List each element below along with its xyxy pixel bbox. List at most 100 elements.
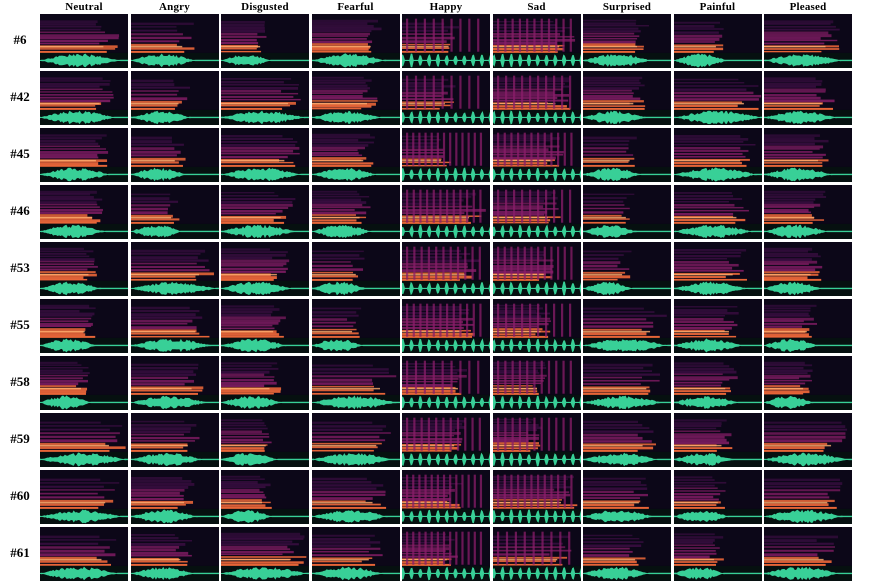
waveform bbox=[492, 394, 581, 410]
spectrogram bbox=[402, 527, 490, 567]
spectrogram bbox=[402, 470, 490, 509]
cell-60-disgusted bbox=[221, 470, 309, 524]
spectrogram bbox=[764, 242, 852, 281]
row-label-speaker-60: #60 bbox=[10, 488, 30, 503]
cell-58-surprised bbox=[583, 356, 671, 410]
spectrogram bbox=[40, 185, 128, 224]
cell-55-surprised bbox=[583, 299, 671, 353]
spectrogram bbox=[130, 128, 219, 168]
row-label-speaker-59: #59 bbox=[10, 431, 30, 446]
waveform bbox=[764, 166, 852, 182]
waveform bbox=[311, 109, 400, 125]
waveform bbox=[221, 223, 309, 239]
spectrogram bbox=[402, 242, 490, 282]
cell-55-pleased bbox=[764, 299, 852, 353]
spectrogram bbox=[311, 128, 400, 168]
spectrogram bbox=[583, 185, 671, 224]
cell-45-pleased bbox=[764, 128, 852, 182]
spectrogram bbox=[221, 185, 309, 225]
spectrogram bbox=[130, 470, 219, 510]
spectrogram bbox=[40, 128, 128, 167]
spectrogram bbox=[130, 71, 219, 111]
cell-61-angry bbox=[130, 527, 219, 581]
spectrogram bbox=[492, 71, 581, 110]
column-header-fearful: Fearful bbox=[337, 1, 374, 13]
waveform bbox=[583, 337, 671, 353]
cell-61-sad bbox=[492, 527, 581, 581]
cell-55-happy bbox=[402, 299, 490, 353]
cell-60-happy bbox=[402, 470, 490, 524]
waveform bbox=[311, 166, 400, 182]
waveform bbox=[221, 280, 309, 296]
row-label-speaker-6: #6 bbox=[13, 32, 27, 47]
spectrogram bbox=[221, 299, 309, 338]
waveform bbox=[311, 280, 400, 296]
waveform bbox=[492, 223, 581, 239]
spectrogram bbox=[764, 128, 852, 168]
waveform bbox=[764, 109, 852, 125]
cell-45-surprised bbox=[583, 128, 671, 182]
waveform bbox=[673, 337, 762, 353]
spectrogram bbox=[673, 413, 762, 453]
waveform bbox=[221, 166, 309, 182]
spectrogram bbox=[311, 299, 400, 338]
cell-53-happy bbox=[402, 242, 490, 296]
spectrogram bbox=[673, 185, 762, 224]
waveform bbox=[311, 394, 400, 410]
spectrogram bbox=[583, 242, 671, 281]
waveform bbox=[311, 451, 400, 467]
spectrogram bbox=[311, 527, 400, 567]
row-label-speaker-58: #58 bbox=[10, 374, 30, 389]
cell-45-angry bbox=[130, 128, 219, 182]
waveform bbox=[402, 394, 490, 410]
cell-45-neutral bbox=[40, 128, 128, 182]
cell-59-surprised bbox=[583, 413, 671, 467]
waveform bbox=[40, 394, 128, 410]
cell-55-neutral bbox=[40, 299, 128, 353]
waveform bbox=[492, 508, 581, 524]
waveform bbox=[221, 451, 309, 467]
row-label-speaker-45: #45 bbox=[10, 146, 30, 161]
cell-58-disgusted bbox=[221, 356, 309, 410]
waveform bbox=[40, 565, 128, 581]
spectrogram bbox=[402, 413, 490, 452]
cell-58-happy bbox=[402, 356, 490, 410]
spectrogram bbox=[130, 299, 219, 338]
waveform bbox=[764, 508, 852, 524]
cell-42-surprised bbox=[583, 71, 671, 125]
waveform bbox=[583, 508, 671, 524]
waveform bbox=[402, 451, 490, 467]
cell-60-sad bbox=[492, 470, 581, 524]
spectrogram bbox=[40, 71, 128, 111]
spectrogram bbox=[673, 299, 762, 338]
spectrogram bbox=[492, 185, 581, 224]
waveform bbox=[583, 52, 671, 68]
cell-45-fearful bbox=[311, 128, 400, 182]
cell-53-sad bbox=[492, 242, 581, 296]
cell-55-fearful bbox=[311, 299, 400, 353]
column-header-pleased: Pleased bbox=[789, 1, 827, 13]
cell-61-happy bbox=[402, 527, 490, 581]
cell-58-painful bbox=[673, 356, 762, 410]
spectrogram bbox=[40, 14, 128, 54]
waveform bbox=[221, 337, 309, 353]
spectrogram bbox=[583, 71, 671, 111]
spectrogram bbox=[221, 470, 309, 510]
column-header-surprised: Surprised bbox=[602, 1, 652, 13]
cell-6-sad bbox=[492, 14, 581, 68]
spectrogram bbox=[492, 356, 581, 396]
row-label-speaker-55: #55 bbox=[10, 317, 30, 332]
cell-53-surprised bbox=[583, 242, 671, 296]
waveform bbox=[40, 451, 128, 467]
waveform bbox=[221, 394, 309, 410]
spectrogram bbox=[311, 413, 400, 452]
waveform bbox=[402, 565, 490, 581]
waveform bbox=[130, 280, 219, 296]
spectrogram bbox=[40, 299, 128, 339]
waveform bbox=[130, 52, 219, 68]
cell-46-painful bbox=[673, 185, 762, 239]
spectrogram bbox=[764, 14, 852, 53]
row-label-speaker-53: #53 bbox=[10, 260, 30, 275]
spectrogram bbox=[130, 185, 219, 224]
spectrogram bbox=[492, 14, 581, 54]
